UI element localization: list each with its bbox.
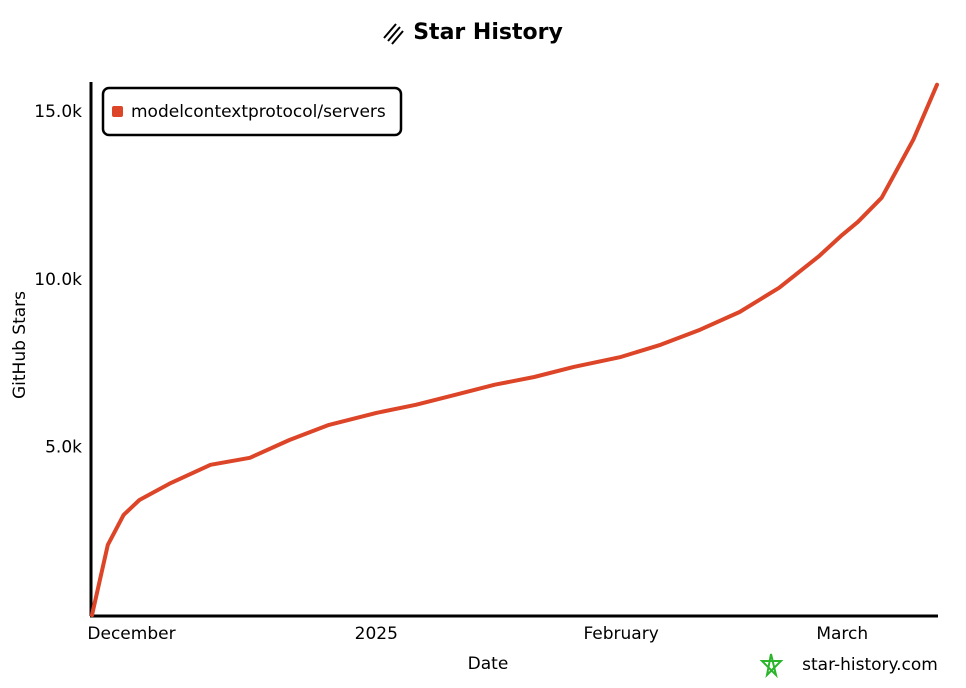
y-tick-label: 15.0k <box>34 102 82 122</box>
y-tick-label: 5.0k <box>45 437 82 457</box>
legend-swatch <box>112 106 123 117</box>
x-tick-label: December <box>87 624 175 644</box>
x-tick-label: 2025 <box>355 624 398 644</box>
x-tick-label: March <box>816 624 868 644</box>
title-icon <box>383 23 404 45</box>
legend-box <box>101 86 403 137</box>
y-tick-label: 10.0k <box>34 270 82 290</box>
icon-star <box>759 653 784 679</box>
icon-stroke <box>383 23 404 45</box>
line <box>90 82 939 617</box>
y-axis-title: GitHub Stars <box>10 291 30 399</box>
x-axis-title: Date <box>468 654 509 674</box>
x-tick-label: February <box>583 624 658 644</box>
watermark-icon <box>759 653 784 679</box>
legend-label: modelcontextprotocol/servers <box>131 102 386 122</box>
chart-title: Star History <box>413 20 563 45</box>
watermark: star-history.com <box>802 655 938 675</box>
